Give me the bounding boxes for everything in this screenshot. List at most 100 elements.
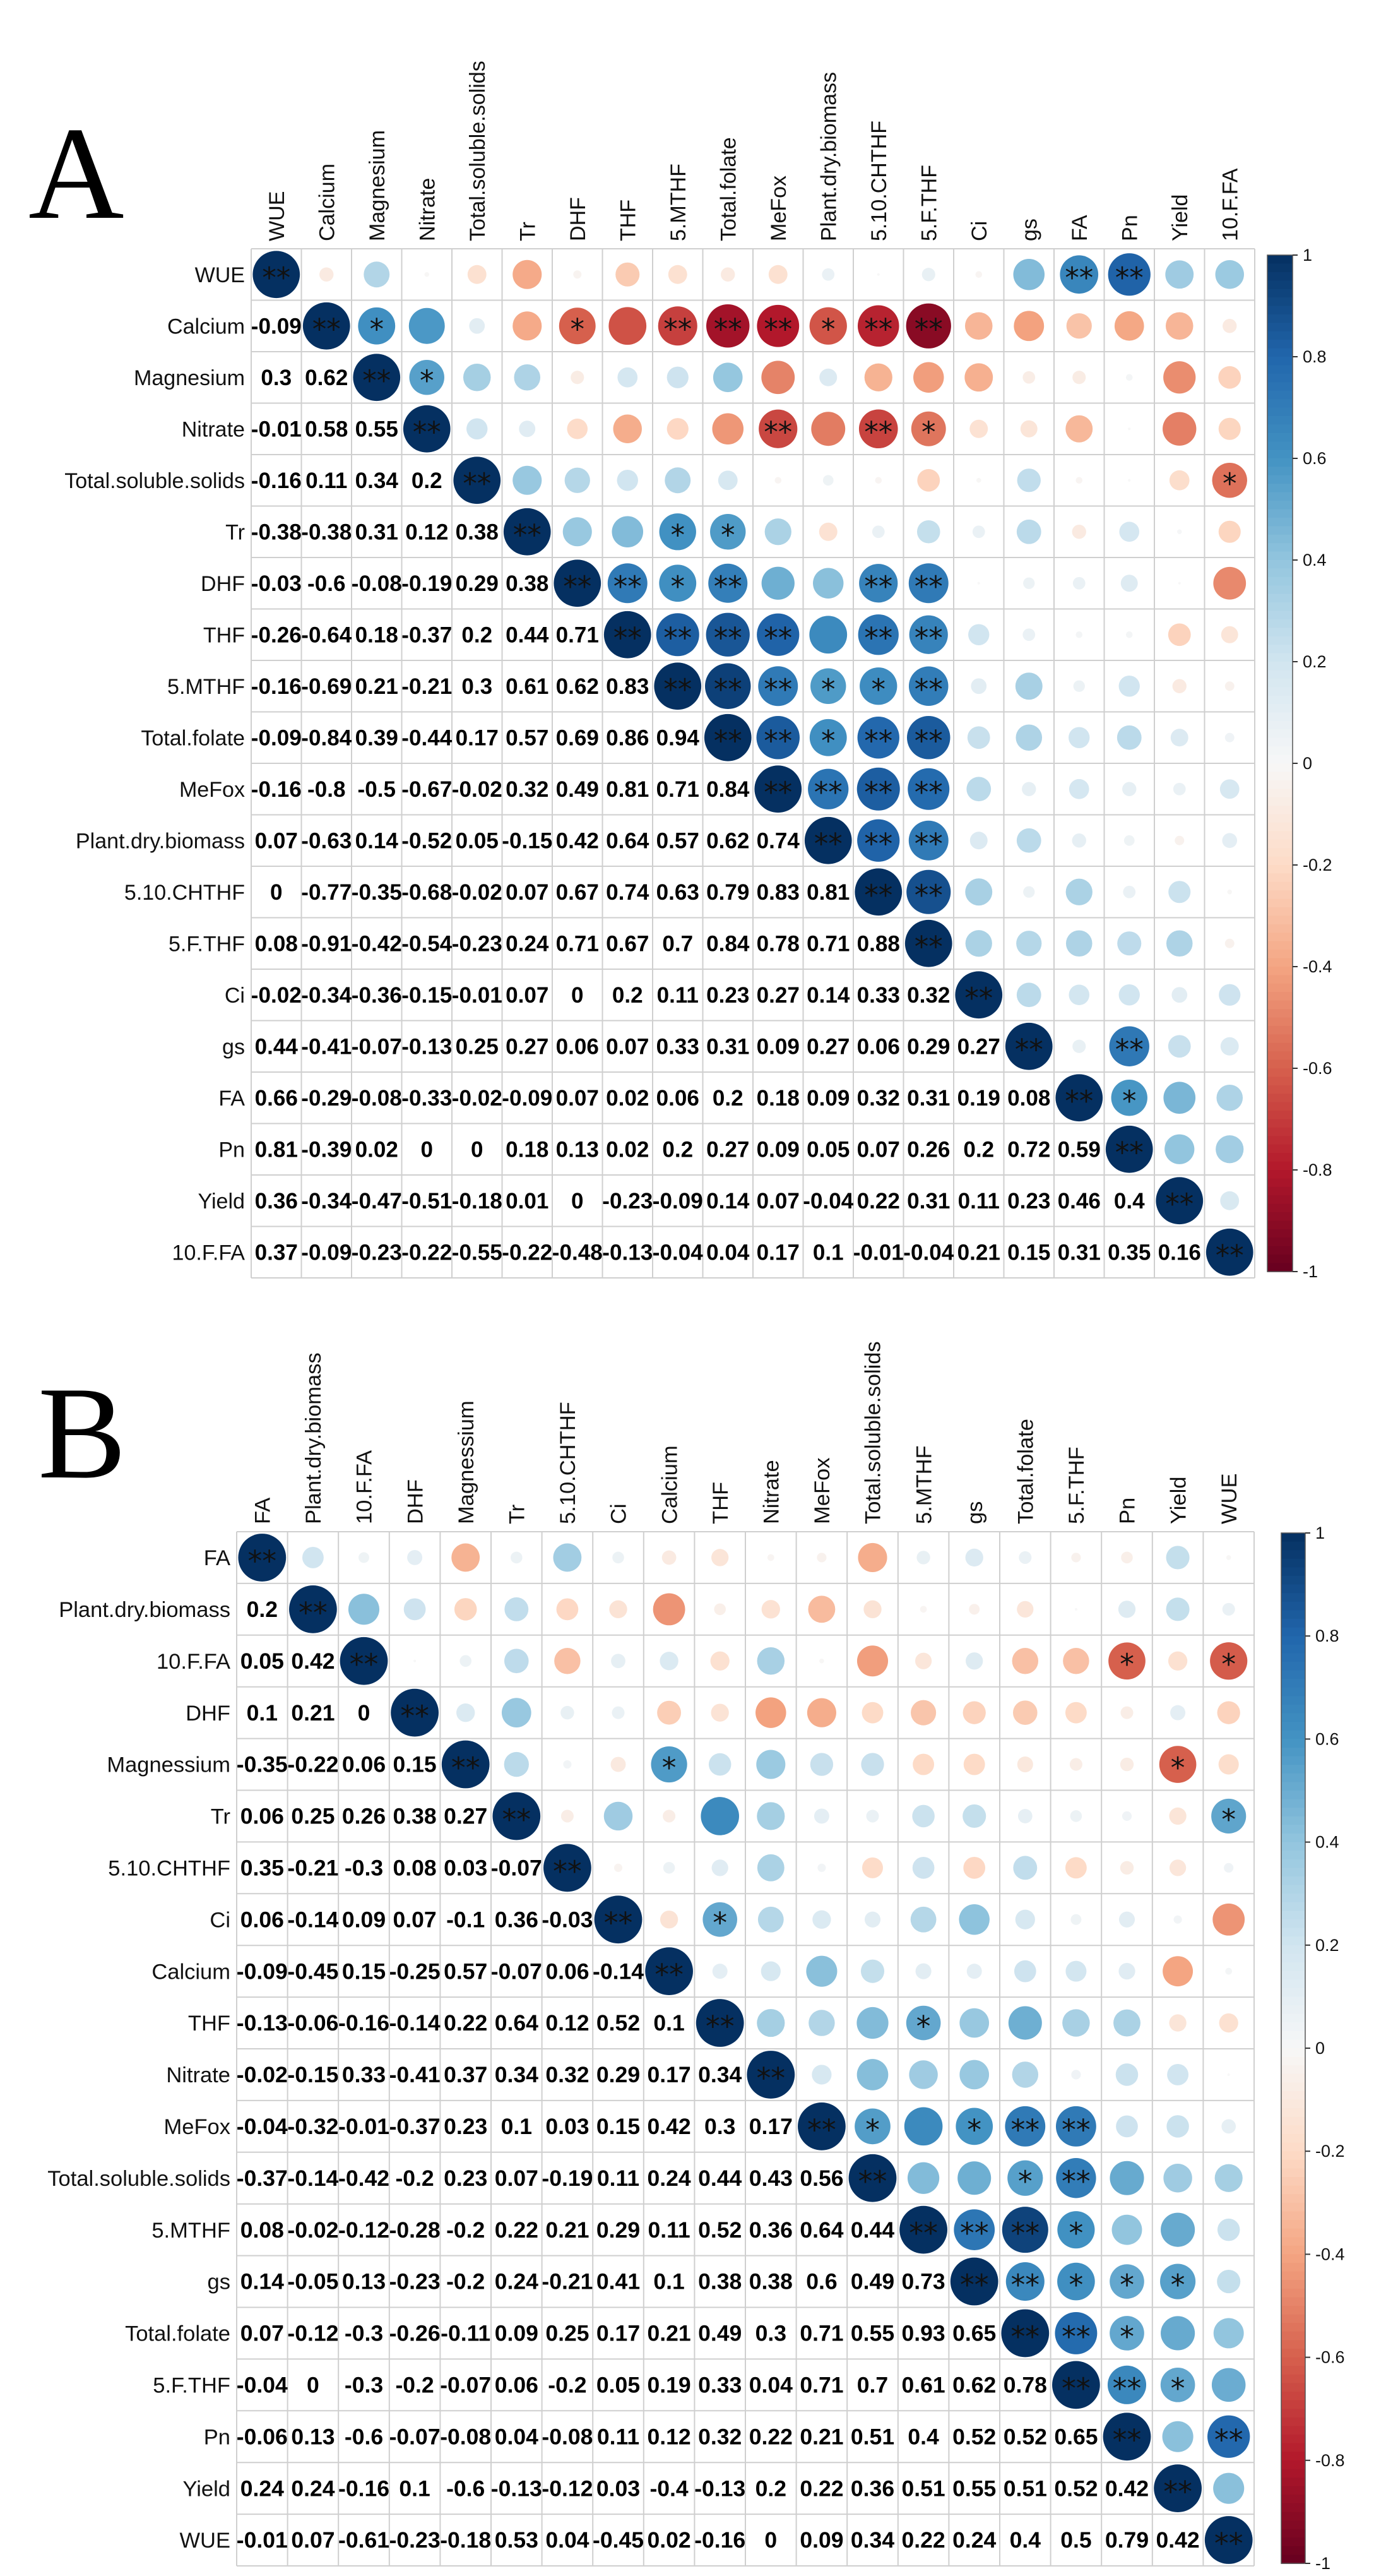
correlation-value: -0.07: [352, 1034, 402, 1059]
correlation-circle: [1156, 1177, 1204, 1225]
panel-a: A WUE Calcium Magnesium Nitrate Total.soluble…: [28, 61, 1332, 1281]
correlation-value: 0.14: [355, 828, 399, 853]
column-label: 5.F.THF: [1065, 1446, 1089, 1524]
correlation-circle: [1121, 1551, 1133, 1564]
row-label: 5.MTHF: [151, 2219, 230, 2243]
color-bar-segment: [1281, 1851, 1305, 1860]
panel-letter: A: [28, 100, 124, 247]
correlation-circle: [656, 613, 699, 657]
correlation-value: -0.2: [548, 2373, 586, 2398]
correlation-value: 0.08: [393, 1856, 437, 1881]
color-bar-segment: [1281, 2245, 1305, 2255]
color-bar-segment: [1267, 314, 1293, 324]
correlation-circle: [611, 1654, 625, 1669]
color-bar-tick-label: 0.4: [1315, 1833, 1339, 1852]
correlation-value: 0.62: [952, 2373, 996, 2398]
correlation-circle: [1217, 1701, 1240, 1724]
color-bar-segment: [1267, 1246, 1293, 1255]
correlation-circle: [860, 1959, 885, 1983]
correlation-circle: [1111, 1080, 1147, 1116]
correlation-value: -0.23: [602, 1189, 653, 1213]
correlation-circle: [1118, 1963, 1135, 1980]
row-label: 5.10.CHTHF: [108, 1857, 230, 1881]
correlation-value: -0.63: [301, 828, 352, 853]
significance-star: **: [1062, 2113, 1091, 2147]
significance-star: **: [714, 724, 742, 758]
color-bar-segment: [1267, 576, 1293, 587]
correlation-value: 0.18: [506, 1137, 548, 1162]
correlation-circle: [459, 1655, 471, 1667]
significance-star: **: [613, 621, 642, 655]
correlation-circle: [466, 418, 488, 439]
correlation-value: 0.2: [461, 623, 492, 647]
correlation-circle: [1017, 468, 1041, 492]
correlation-circle: [563, 1760, 572, 1769]
correlation-circle: [1169, 470, 1190, 491]
color-bar-segment: [1281, 1593, 1305, 1602]
correlation-value: 0.07: [506, 983, 548, 1008]
correlation-value: 0.06: [240, 1804, 284, 1829]
significance-star: **: [814, 775, 843, 809]
row-label: Total.soluble.solids: [47, 2167, 230, 2191]
color-bar: 1 0.8 0.6 0.4 0.2 0 -0.2 -0.4 -0.6 -0.8 -1: [1281, 1524, 1345, 2573]
color-bar-tick-label: -0.2: [1303, 856, 1332, 874]
correlation-value: -0.23: [389, 2269, 441, 2294]
color-bar-segment: [1267, 1076, 1293, 1086]
color-bar-segment: [1267, 822, 1293, 832]
correlation-circle: [812, 1910, 831, 1929]
correlation-value: -0.04: [653, 1240, 703, 1265]
column-label: Plant.dry.biomass: [302, 1352, 326, 1524]
color-bar-segment: [1267, 602, 1293, 612]
color-bar-segment: [1267, 898, 1293, 908]
correlation-value: 0.33: [342, 2062, 386, 2087]
correlation-circle: [348, 1594, 380, 1625]
correlation-value: 0.71: [556, 623, 599, 647]
correlation-value: -0.69: [301, 674, 352, 699]
correlation-circle: [1216, 1084, 1243, 1111]
correlation-circle: [759, 409, 798, 448]
correlation-circle: [965, 1548, 983, 1567]
correlation-circle: [696, 1999, 744, 2047]
correlation-value: -0.2: [446, 2269, 485, 2294]
row-label: MeFox: [164, 2115, 231, 2139]
color-bar-segment: [1281, 2297, 1305, 2306]
significance-star: **: [451, 1751, 480, 1785]
correlation-value: 0.07: [757, 1189, 800, 1213]
color-bar-segment: [1281, 1636, 1305, 1645]
color-bar-segment: [1281, 2022, 1305, 2032]
correlation-circle: [613, 1863, 623, 1872]
correlation-circle: [757, 1854, 785, 1881]
correlation-value: -0.08: [542, 2424, 593, 2449]
correlation-circle: [714, 1603, 726, 1616]
color-bar-tick-label: 0: [1303, 754, 1312, 773]
correlation-circle: [1115, 2063, 1139, 2086]
correlation-circle: [910, 1906, 937, 1933]
correlation-circle: [1022, 782, 1036, 796]
color-bar-segment: [1281, 2194, 1305, 2203]
correlation-value: 0.33: [698, 2373, 742, 2398]
correlation-circle: [856, 1645, 889, 1677]
correlation-value: 0.71: [807, 931, 850, 956]
correlation-value: -0.02: [452, 880, 502, 905]
color-bar-segment: [1281, 2349, 1305, 2358]
correlation-circle: [1065, 415, 1093, 443]
correlation-circle: [514, 364, 541, 391]
color-bar-segment: [1281, 2529, 1305, 2538]
color-bar-tick-label: -1: [1303, 1262, 1318, 1281]
correlation-value: 0.38: [749, 2269, 793, 2294]
correlation-circle: [711, 1703, 729, 1722]
correlation-circle: [1178, 581, 1181, 585]
correlation-circle: [358, 307, 396, 345]
correlation-value: -0.6: [345, 2424, 383, 2449]
correlation-value: -0.35: [237, 1752, 288, 1777]
correlation-circle: [1014, 311, 1045, 342]
correlation-circle: [504, 1597, 529, 1621]
color-bar-segment: [1267, 1009, 1293, 1018]
color-bar-segment: [1281, 2323, 1305, 2332]
correlation-circle: [1219, 2013, 1238, 2033]
color-bar-tick-label: -0.8: [1303, 1160, 1332, 1179]
correlation-value: 0.3: [461, 674, 492, 699]
significance-star: **: [262, 261, 290, 294]
correlation-value: 0.7: [857, 2373, 888, 2398]
color-bar-segment: [1281, 2263, 1305, 2272]
